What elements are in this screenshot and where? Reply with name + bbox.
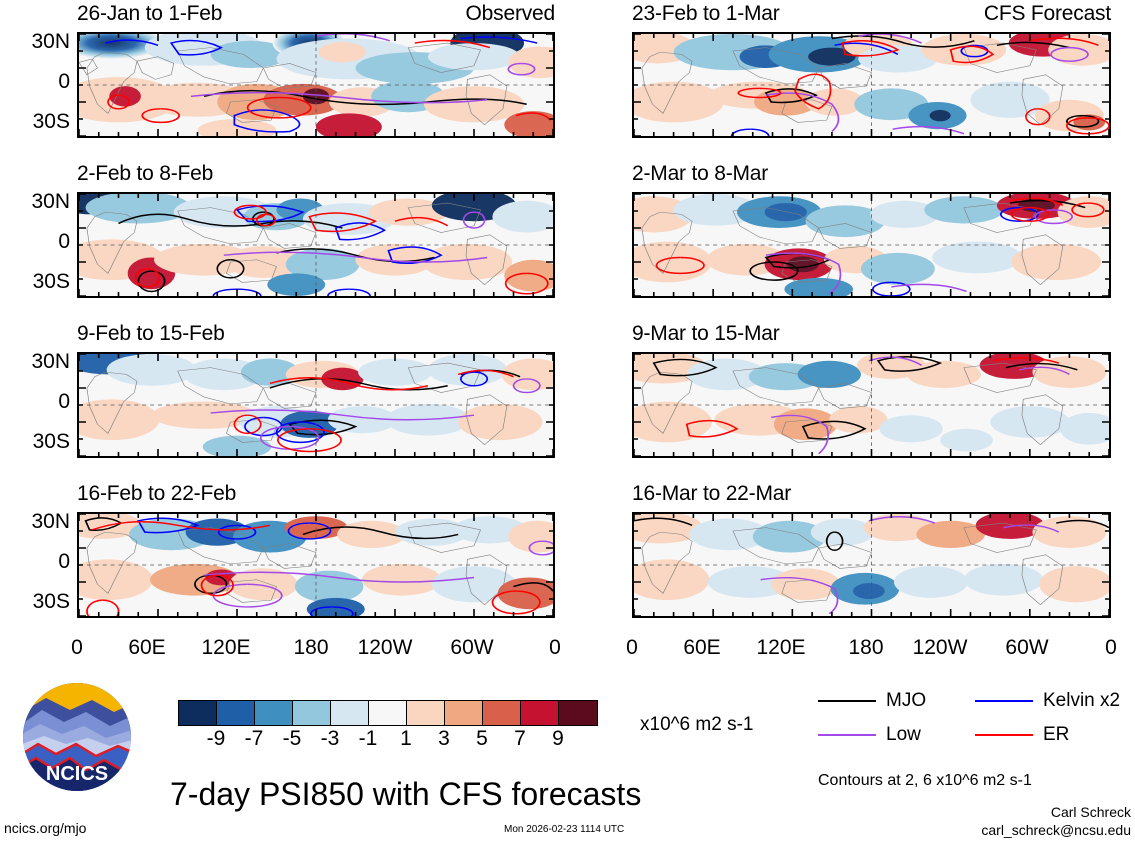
map-panel-r4c1[interactable] [77,512,555,618]
colorbar-segment [559,701,597,725]
colorbar-segment [217,701,255,725]
map-panel-r3c2[interactable] [632,352,1111,458]
panel-title-r4c2: 16-Mar to 22-Mar [632,482,792,505]
ncics-logo: NCICS [22,682,132,792]
legend-swatch-low [818,734,876,736]
panel-header-observed: Observed [465,2,556,25]
panel-title-r3c1: 9-Feb to 15-Feb [77,322,225,345]
colorbar-tick-m9: -9 [206,727,226,750]
legend-item-kelvin: Kelvin x2 [975,690,1120,712]
colorbar-segment [483,701,521,725]
y-tick-label-0-row4: 0 [58,550,70,573]
legend-label-kelvin: Kelvin x2 [1043,690,1121,711]
legend-item-mjo: MJO [818,690,926,712]
x-tick-label-c2-0b: 0 [1105,636,1117,659]
logo-text: NCICS [46,763,108,785]
colorbar-segment [407,701,445,725]
legend-swatch-mjo [818,700,876,702]
colorbar-segment [179,701,217,725]
x-tick-label-c2-120e: 120E [756,636,806,659]
colorbar [178,700,598,726]
x-tick-label-c2-120w: 120W [912,636,968,659]
x-tick-label-c2-180: 180 [848,636,884,659]
colorbar-segment [369,701,407,725]
author-email[interactable]: carl_schreck@ncsu.edu [981,822,1131,838]
colorbar-segment [521,701,559,725]
map-panel-r1c2[interactable] [632,32,1111,138]
x-tick-label-c1-0a: 0 [71,636,83,659]
colorbar-tick-m1: -1 [358,727,378,750]
x-tick-label-c2-60e: 60E [683,636,721,659]
y-tick-label-30n-row2: 30N [31,190,70,213]
x-tick-label-c1-180: 180 [293,636,329,659]
panel-title-r2c1: 2-Feb to 8-Feb [77,162,214,185]
colorbar-units-label: x10^6 m2 s-1 [640,714,754,735]
panel-title-r1c1: 26-Jan to 1-Feb [77,2,223,25]
x-tick-label-c2-0a: 0 [626,636,638,659]
x-tick-label-c2-60w: 60W [1005,636,1049,659]
main-title: 7-day PSI850 with CFS forecasts [170,776,642,812]
map-panel-r2c2[interactable] [632,192,1111,298]
contour-level-note: Contours at 2, 6 x10^6 m2 s-1 [818,772,1032,789]
legend-swatch-er [975,734,1033,736]
x-tick-label-c1-0b: 0 [549,636,561,659]
legend-label-mjo: MJO [886,690,927,711]
y-tick-label-0-row3: 0 [58,390,70,413]
colorbar-segment [445,701,483,725]
colorbar-tick-p7: 7 [514,727,526,750]
map-panel-r4c2[interactable] [632,512,1111,618]
legend-label-er: ER [1043,724,1070,745]
y-tick-label-30n-row1: 30N [31,30,70,53]
colorbar-tick-p9: 9 [552,727,564,750]
colorbar-tick-m3: -3 [320,727,340,750]
x-tick-label-c1-60e: 60E [128,636,166,659]
panel-title-r4c1: 16-Feb to 22-Feb [77,482,237,505]
map-panel-r2c1[interactable] [77,192,555,298]
y-tick-label-30s-row1: 30S [32,110,70,133]
colorbar-segment [293,701,331,725]
y-tick-label-30n-row3: 30N [31,350,70,373]
colorbar-tick-m5: -5 [282,727,302,750]
panel-title-r3c2: 9-Mar to 15-Mar [632,322,780,345]
author-name: Carl Schreck [1050,804,1131,820]
y-tick-label-30s-row2: 30S [32,270,70,293]
colorbar-tick-m7: -7 [244,727,264,750]
panel-title-r1c2: 23-Feb to 1-Mar [632,2,780,25]
x-tick-label-c1-60w: 60W [450,636,494,659]
panel-header-cfs: CFS Forecast [983,2,1111,25]
legend-swatch-kelvin [975,700,1033,702]
y-tick-label-30s-row3: 30S [32,430,70,453]
colorbar-segment [331,701,369,725]
timestamp: Mon 2026-02-23 1114 UTC [504,824,625,835]
y-tick-label-30n-row4: 30N [31,510,70,533]
y-tick-label-30s-row4: 30S [32,590,70,613]
colorbar-tick-p1: 1 [400,727,412,750]
legend-item-er: ER [975,724,1069,746]
panel-title-r2c2: 2-Mar to 8-Mar [632,162,769,185]
map-panel-r3c1[interactable] [77,352,555,458]
legend-item-low: Low [818,724,921,746]
legend-label-low: Low [886,724,921,745]
x-tick-label-c1-120e: 120E [201,636,251,659]
y-tick-label-0-row2: 0 [58,230,70,253]
y-tick-label-0-row1: 0 [58,70,70,93]
site-url[interactable]: ncics.org/mjo [4,820,87,836]
map-panel-r1c1[interactable] [77,32,555,138]
colorbar-tick-p5: 5 [476,727,488,750]
colorbar-tick-p3: 3 [438,727,450,750]
colorbar-segment [255,701,293,725]
x-tick-label-c1-120w: 120W [357,636,413,659]
